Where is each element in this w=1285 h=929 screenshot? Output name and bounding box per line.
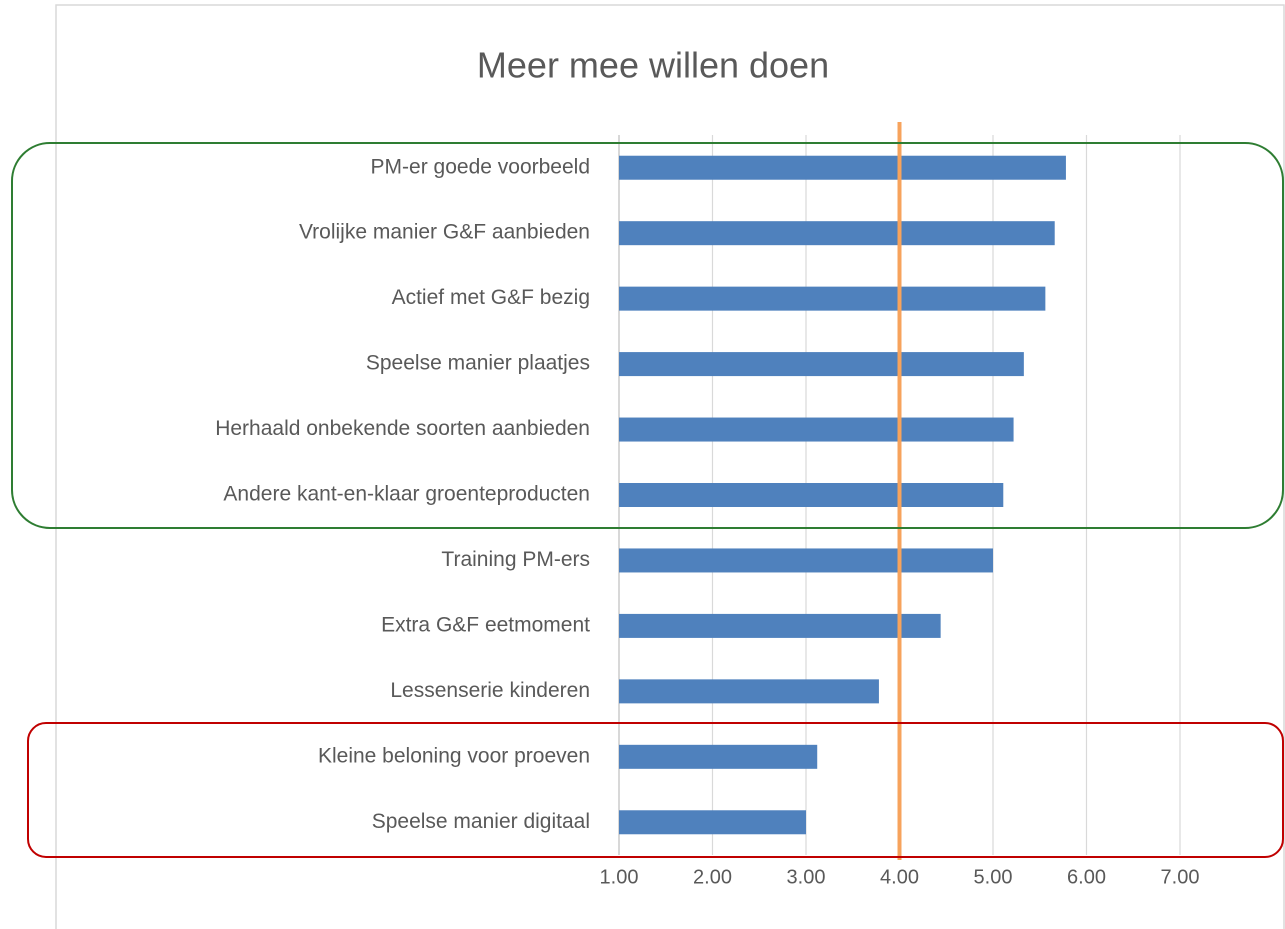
y-tick-label: Andere kant-en-klaar groenteproducten [223,483,590,506]
y-tick-label: Speelse manier digitaal [372,810,590,833]
y-tick-label: Extra G&F eetmoment [381,613,590,636]
x-tick-label: 4.00 [880,866,919,888]
bar [619,810,806,835]
plot-area: 1.00 2.00 3.00 4.00 5.00 6.00 7.00 PM-er goede … [215,122,1199,888]
x-tick-label: 5.00 [974,866,1013,888]
x-tick-label: 6.00 [1067,866,1106,888]
bar [619,417,1014,442]
y-tick-label: Kleine beloning voor proeven [318,744,590,767]
x-tick-label: 7.00 [1161,866,1200,888]
highlight-box-red [27,722,1284,858]
bar [619,679,879,704]
y-tick-label: Actief met G&F bezig [392,286,590,309]
bar [619,483,1004,507]
y-tick-label: PM-er goede voorbeeld [371,155,590,178]
y-tick-label: Training PM-ers [441,548,590,571]
bar [619,352,1024,377]
bar [619,613,941,638]
y-tick-label: Lessenserie kinderen [390,679,590,702]
x-tick-label: 1.00 [600,866,639,888]
bar [619,221,1055,246]
bar [619,548,993,573]
bar [619,744,818,769]
x-tick-label: 2.00 [693,866,732,888]
bar [619,155,1066,180]
bar [619,286,1046,311]
y-tick-label: Vrolijke manier G&F aanbieden [299,221,590,244]
highlight-box-green [11,142,1284,529]
chart-title: Meer mee willen doen [477,45,829,86]
y-tick-label: Speelse manier plaatjes [366,352,590,375]
y-tick-label: Herhaald onbekende soorten aanbieden [215,417,590,440]
x-tick-label: 3.00 [787,866,826,888]
